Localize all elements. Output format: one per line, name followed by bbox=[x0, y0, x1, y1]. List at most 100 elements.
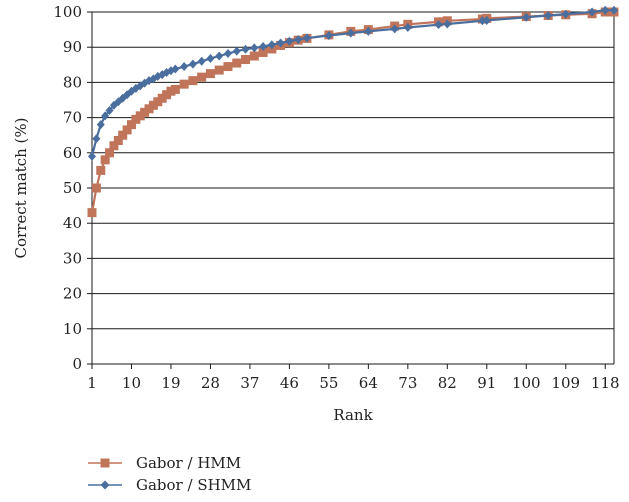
data-point-shmm-22 bbox=[197, 56, 206, 66]
data-point-shmm-39 bbox=[403, 22, 412, 32]
y-tick-label-20: 20 bbox=[63, 285, 82, 303]
x-tick-label-91: 91 bbox=[477, 374, 496, 392]
data-point-shmm-33 bbox=[294, 34, 303, 44]
axes bbox=[87, 11, 615, 369]
data-point-shmm-43 bbox=[482, 15, 491, 25]
data-point-shmm-27 bbox=[241, 44, 250, 54]
data-point-hmm-21 bbox=[188, 76, 198, 86]
legend-marker-shmm bbox=[100, 480, 110, 490]
data-point-shmm-36 bbox=[346, 28, 355, 38]
data-point-shmm-4 bbox=[105, 106, 114, 116]
data-point-shmm-40 bbox=[434, 20, 443, 30]
data-point-shmm-49 bbox=[610, 5, 618, 15]
x-tick-label-1: 1 bbox=[87, 374, 97, 392]
data-point-shmm-19 bbox=[171, 64, 180, 74]
legend-marker-hmm bbox=[100, 458, 110, 468]
square-marker-icon bbox=[88, 458, 122, 468]
data-point-shmm-38 bbox=[390, 24, 399, 34]
y-tick-label-100: 100 bbox=[53, 3, 82, 21]
x-tick-label-109: 109 bbox=[551, 374, 580, 392]
data-point-hmm-20 bbox=[179, 79, 189, 89]
data-point-shmm-28 bbox=[250, 43, 259, 53]
x-tick-label-64: 64 bbox=[359, 374, 378, 392]
y-tick-label-30: 30 bbox=[63, 249, 82, 267]
x-axis-label: Rank bbox=[333, 406, 373, 424]
series-shmm bbox=[88, 5, 618, 161]
data-point-shmm-20 bbox=[180, 62, 189, 72]
y-tick-label-40: 40 bbox=[63, 214, 82, 232]
data-point-hmm-22 bbox=[197, 72, 207, 82]
data-point-hmm-7 bbox=[118, 130, 128, 140]
y-tick-label-80: 80 bbox=[63, 73, 82, 91]
data-point-hmm-25 bbox=[223, 62, 233, 72]
x-tick-label-118: 118 bbox=[591, 374, 620, 392]
data-point-shmm-21 bbox=[188, 59, 197, 69]
data-point-hmm-19 bbox=[170, 84, 180, 94]
legend: Gabor / HMM Gabor / SHMM bbox=[88, 452, 251, 496]
x-tick-label-55: 55 bbox=[319, 374, 338, 392]
data-point-shmm-30 bbox=[267, 40, 276, 50]
grid-lines bbox=[92, 11, 614, 365]
data-point-shmm-26 bbox=[232, 46, 241, 56]
data-point-hmm-6 bbox=[113, 135, 123, 145]
data-point-shmm-29 bbox=[259, 41, 268, 51]
series-hmm bbox=[87, 7, 619, 218]
y-axis-label: Correct match (%) bbox=[12, 118, 30, 259]
data-point-shmm-46 bbox=[561, 9, 570, 19]
x-tick-label-46: 46 bbox=[280, 374, 299, 392]
y-tick-label-90: 90 bbox=[63, 38, 82, 56]
data-point-hmm-0 bbox=[87, 208, 97, 218]
y-tick-label-10: 10 bbox=[63, 320, 82, 338]
data-point-shmm-0 bbox=[88, 151, 96, 161]
data-point-shmm-45 bbox=[544, 11, 553, 21]
y-tick-label-50: 50 bbox=[63, 179, 82, 197]
data-point-shmm-31 bbox=[276, 38, 285, 48]
data-point-hmm-2 bbox=[96, 165, 106, 175]
data-point-shmm-2 bbox=[96, 120, 105, 130]
data-point-hmm-3 bbox=[100, 155, 110, 165]
x-tick-label-82: 82 bbox=[438, 374, 457, 392]
data-point-hmm-8 bbox=[122, 125, 132, 135]
x-tick-label-37: 37 bbox=[240, 374, 259, 392]
data-point-shmm-41 bbox=[443, 19, 452, 29]
y-tick-labels: 0 10 20 30 40 50 60 70 80 90 100 bbox=[53, 3, 82, 373]
data-point-shmm-24 bbox=[215, 51, 224, 61]
x-tick-label-73: 73 bbox=[398, 374, 417, 392]
data-point-hmm-29 bbox=[258, 47, 268, 57]
x-tick-labels: 1 10 19 28 37 46 55 64 73 82 91 100 109 118 bbox=[87, 374, 619, 392]
x-tick-label-28: 28 bbox=[201, 374, 220, 392]
diamond-marker-icon bbox=[88, 480, 122, 490]
y-tick-label-60: 60 bbox=[63, 144, 82, 162]
data-point-hmm-4 bbox=[105, 148, 115, 158]
legend-item-hmm: Gabor / HMM bbox=[88, 452, 251, 474]
data-point-hmm-27 bbox=[241, 55, 251, 65]
series-group bbox=[87, 5, 619, 218]
data-point-shmm-34 bbox=[302, 33, 311, 43]
data-point-hmm-24 bbox=[214, 65, 224, 75]
legend-label-hmm: Gabor / HMM bbox=[136, 454, 242, 472]
data-point-shmm-42 bbox=[478, 16, 487, 26]
data-point-shmm-32 bbox=[285, 36, 294, 46]
data-point-shmm-35 bbox=[324, 31, 333, 41]
data-point-hmm-5 bbox=[109, 141, 119, 151]
data-point-shmm-47 bbox=[588, 7, 597, 17]
x-tick-label-100: 100 bbox=[512, 374, 541, 392]
data-point-hmm-28 bbox=[249, 51, 259, 61]
data-point-shmm-37 bbox=[364, 26, 373, 36]
data-point-shmm-1 bbox=[92, 134, 101, 144]
series-line-hmm bbox=[90, 10, 614, 213]
data-point-hmm-9 bbox=[126, 120, 136, 130]
y-tick-label-70: 70 bbox=[63, 109, 82, 127]
y-tick-label-0: 0 bbox=[72, 355, 82, 373]
data-point-shmm-48 bbox=[601, 5, 610, 15]
data-point-hmm-26 bbox=[232, 58, 242, 68]
data-point-hmm-1 bbox=[91, 183, 101, 193]
data-point-shmm-23 bbox=[206, 53, 215, 63]
data-point-shmm-3 bbox=[101, 111, 110, 121]
legend-label-shmm: Gabor / SHMM bbox=[136, 476, 252, 494]
data-point-shmm-44 bbox=[522, 12, 531, 22]
data-point-shmm-25 bbox=[223, 49, 232, 59]
x-tick-label-10: 10 bbox=[122, 374, 141, 392]
data-point-hmm-23 bbox=[205, 69, 215, 79]
